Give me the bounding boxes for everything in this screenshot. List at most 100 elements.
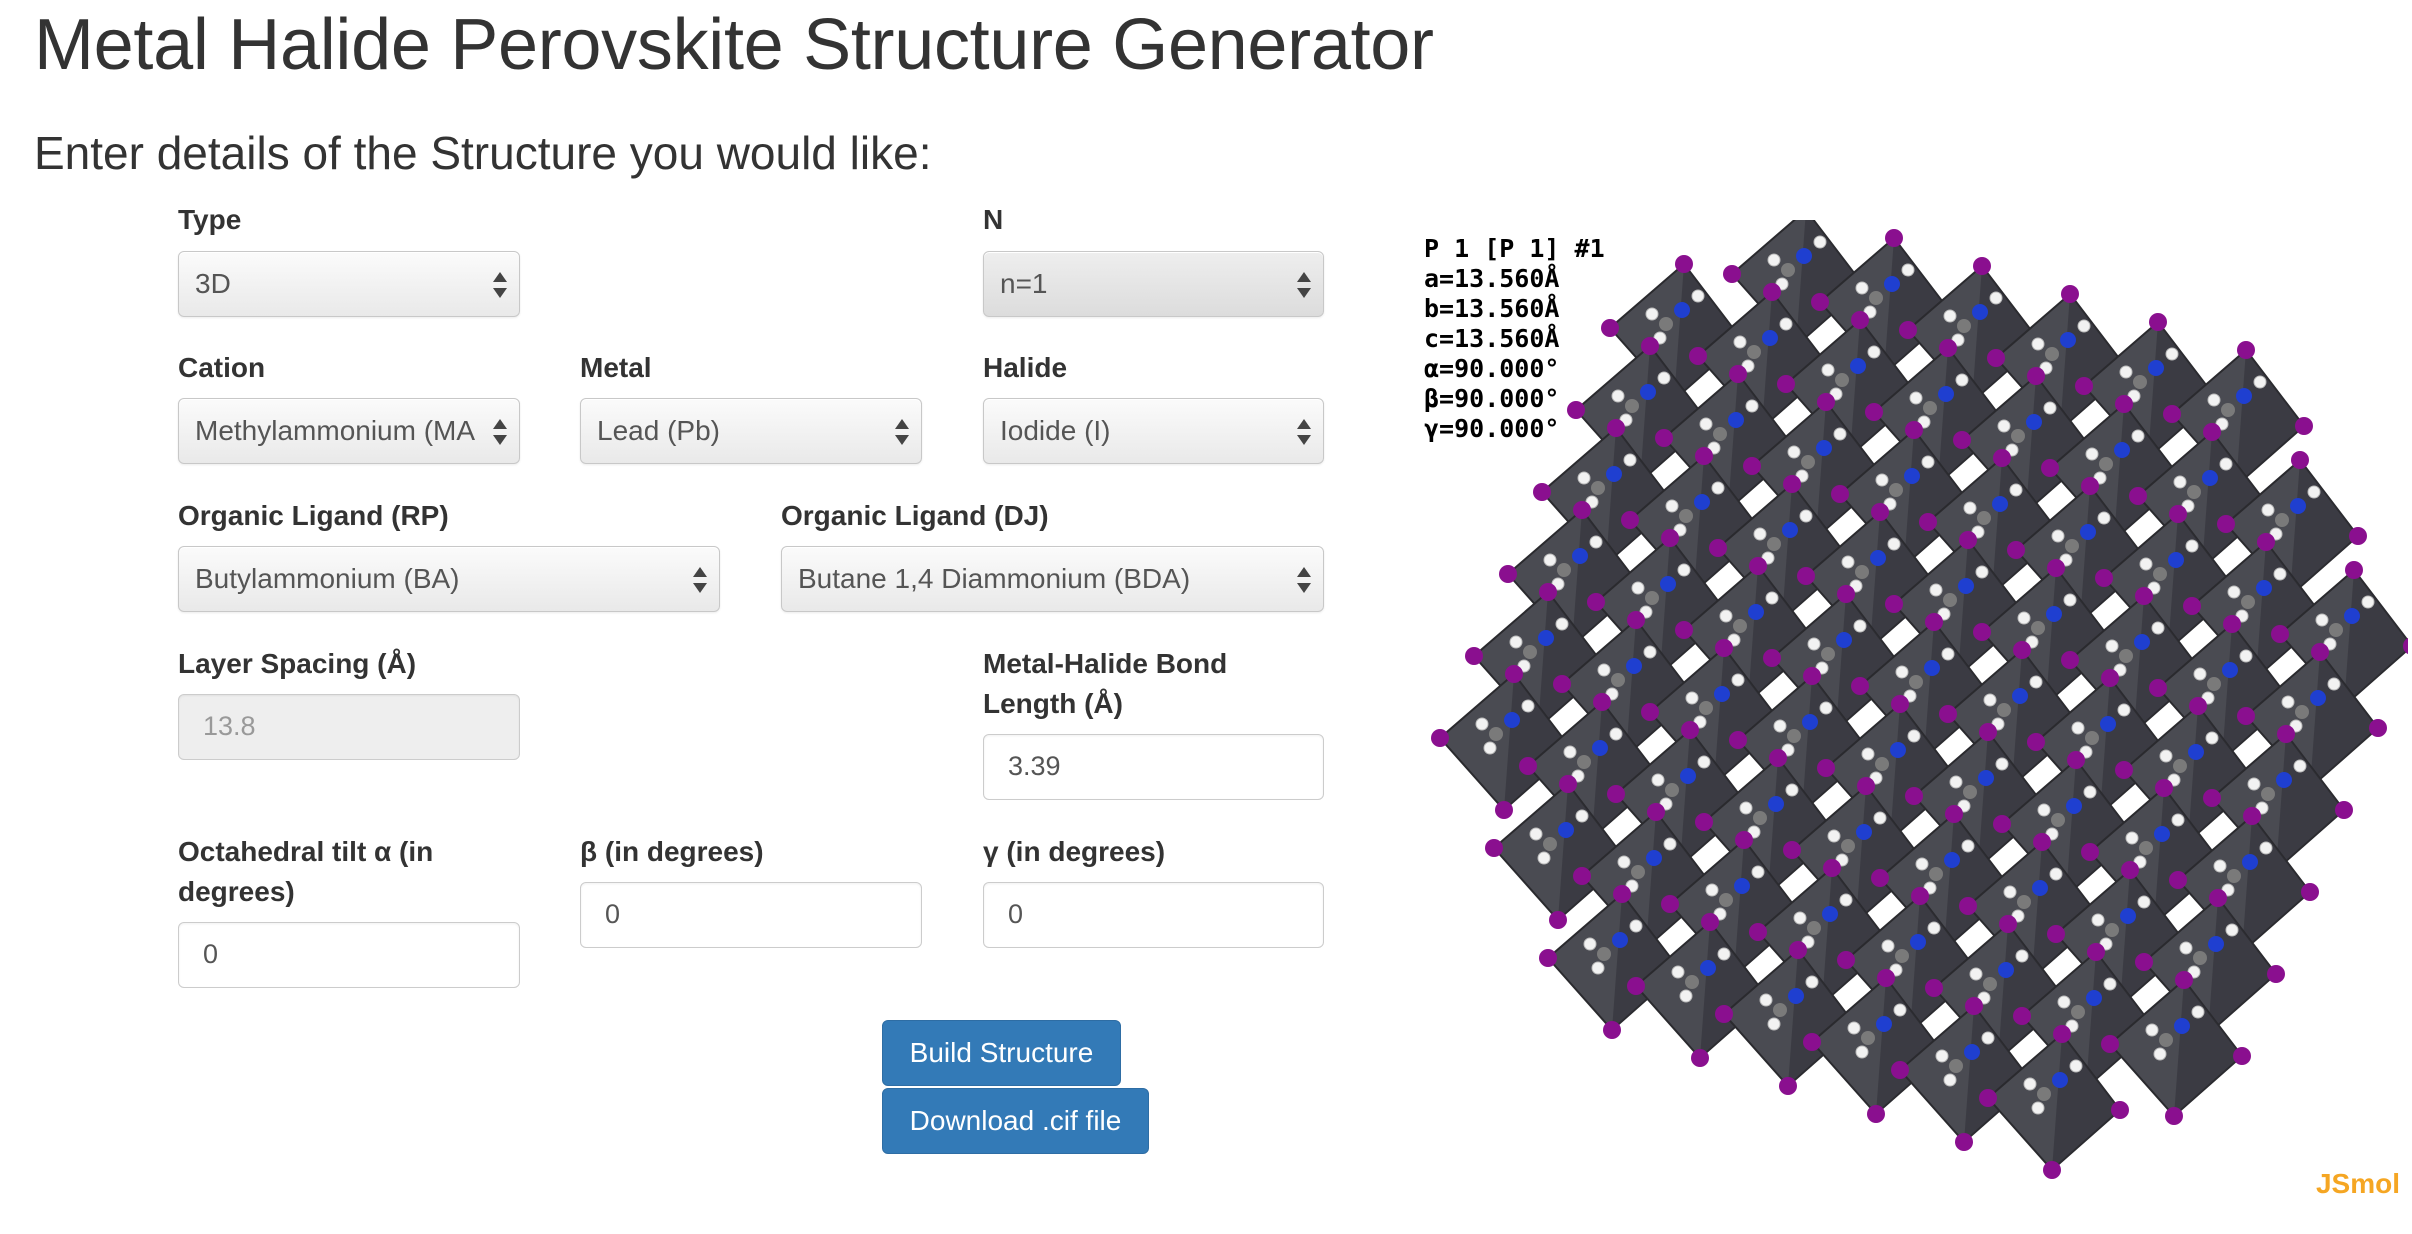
- bond-length-input[interactable]: 3.39: [983, 734, 1324, 800]
- nitrogen-atom: [1660, 576, 1676, 592]
- carbon-atom: [1821, 647, 1835, 661]
- hydrogen-atom: [2273, 567, 2287, 581]
- nitrogen-atom: [1748, 604, 1764, 620]
- hydrogen-atom: [2219, 457, 2233, 471]
- halide-atom: [1431, 729, 1449, 747]
- halide-atom: [1655, 429, 1673, 447]
- octahedron-face: [1944, 814, 2012, 950]
- hydrogen-atom: [2051, 529, 2065, 543]
- halide-atom: [1661, 529, 1679, 547]
- tilt-alpha-input[interactable]: 0: [178, 922, 520, 988]
- hydrogen-atom: [2253, 375, 2267, 389]
- halide-atom: [1955, 1133, 1973, 1151]
- halide-atom: [2115, 761, 2133, 779]
- octahedron-face: [2060, 294, 2128, 430]
- nitrogen-atom: [2032, 880, 2048, 896]
- hydrogen-atom: [2361, 595, 2375, 609]
- carbon-atom: [2139, 841, 2153, 855]
- halide-atom: [2403, 637, 2408, 655]
- jsmol-viewer[interactable]: P 1 [P 1] #1 a=13.560Å b=13.560Å c=13.56…: [1408, 220, 2408, 1220]
- layer-spacing-input[interactable]: 13.8: [178, 694, 520, 760]
- halide-atom: [1899, 321, 1917, 339]
- carbon-atom: [1631, 865, 1645, 879]
- bond-length-label: Metal-Halide Bond Length (Å): [983, 644, 1227, 724]
- halide-atom: [1587, 593, 1605, 611]
- carbon-atom: [1963, 785, 1977, 799]
- carbon-atom: [1577, 755, 1591, 769]
- nitrogen-atom: [1884, 276, 1900, 292]
- cation-select[interactable]: Methylammonium (MA: [178, 398, 520, 464]
- nitrogen-atom: [1694, 494, 1710, 510]
- type-select[interactable]: 3D: [178, 251, 520, 317]
- bond-length-label-line1: Metal-Halide Bond: [983, 648, 1228, 679]
- hydrogen-atom: [2213, 859, 2227, 873]
- halide-atom: [2033, 833, 2051, 851]
- build-structure-button[interactable]: Build Structure: [882, 1020, 1121, 1086]
- n-select[interactable]: n=1: [983, 251, 1324, 317]
- halide-label: Halide: [983, 352, 1068, 383]
- carbon-atom: [1719, 893, 1733, 907]
- halide-atom: [1797, 567, 1815, 585]
- halide-atom: [2267, 965, 2285, 983]
- hydrogen-atom: [1697, 755, 1711, 769]
- hydrogen-atom: [1799, 509, 1813, 523]
- hydrogen-atom: [1665, 499, 1679, 513]
- carbon-atom: [1699, 701, 1713, 715]
- hydrogen-atom: [1819, 701, 1833, 715]
- octahedron-face: [2174, 980, 2242, 1116]
- select-arrows-icon: [493, 417, 507, 447]
- octahedron-face: [1558, 784, 1626, 920]
- tilt-beta-input[interactable]: 0: [580, 882, 922, 948]
- hydrogen-atom: [1529, 827, 1543, 841]
- hydrogen-atom: [1575, 809, 1589, 823]
- hydrogen-atom: [1705, 883, 1719, 897]
- halide-atom: [1675, 255, 1693, 273]
- carbon-atom: [2099, 457, 2113, 471]
- hydrogen-atom: [2137, 895, 2151, 909]
- octahedron-face: [1538, 592, 1606, 728]
- halide-select[interactable]: Iodide (I): [983, 398, 1324, 464]
- hydrogen-atom: [2083, 785, 2097, 799]
- halide-atom: [1973, 623, 1991, 641]
- halide-atom: [1729, 365, 1747, 383]
- hydrogen-atom: [1893, 1003, 1907, 1017]
- octahedron-face: [1694, 456, 1762, 592]
- nitrogen-atom: [1876, 1016, 1892, 1032]
- halide-atom: [2111, 1101, 2129, 1119]
- halide-atom: [1993, 815, 2011, 833]
- halide-atom: [2007, 541, 2025, 559]
- octahedron-face: [1998, 924, 2066, 1060]
- n-select-value: n=1: [1000, 268, 1048, 299]
- carbon-atom: [1957, 319, 1971, 333]
- tilt-gamma-input[interactable]: 0: [983, 882, 1324, 948]
- carbon-atom: [1855, 565, 1869, 579]
- halide-atom: [1763, 283, 1781, 301]
- halide-atom: [1533, 483, 1551, 501]
- halide-atom: [1681, 721, 1699, 739]
- halide-atom: [1749, 923, 1767, 941]
- hydrogen-atom: [1807, 637, 1821, 651]
- hydrogen-atom: [1895, 665, 1909, 679]
- ligand-rp-select[interactable]: Butylammonium (BA): [178, 546, 720, 612]
- octahedron-face: [2310, 652, 2378, 788]
- carbon-atom: [2227, 869, 2241, 883]
- ligand-dj-select[interactable]: Butane 1,4 Diammonium (BDA): [781, 546, 1324, 612]
- hydrogen-atom: [2057, 995, 2071, 1009]
- octahedron-face: [2236, 350, 2304, 486]
- hydrogen-atom: [1767, 253, 1781, 267]
- halide-atom: [2209, 889, 2227, 907]
- select-arrows-icon: [1297, 270, 1311, 300]
- metal-select[interactable]: Lead (Pb): [580, 398, 922, 464]
- carbon-atom: [2221, 403, 2235, 417]
- carbon-atom: [2173, 759, 2187, 773]
- octahedron-face: [2032, 842, 2100, 978]
- halide-atom: [1891, 1061, 1909, 1079]
- nitrogen-atom: [1998, 962, 2014, 978]
- halide-atom: [1865, 403, 1883, 421]
- hydrogen-atom: [1739, 801, 1753, 815]
- hydrogen-atom: [1793, 911, 1807, 925]
- download-cif-button[interactable]: Download .cif file: [882, 1088, 1149, 1154]
- halide-atom: [2013, 641, 2031, 659]
- hydrogen-atom: [1759, 993, 1773, 1007]
- carbon-atom: [1645, 591, 1659, 605]
